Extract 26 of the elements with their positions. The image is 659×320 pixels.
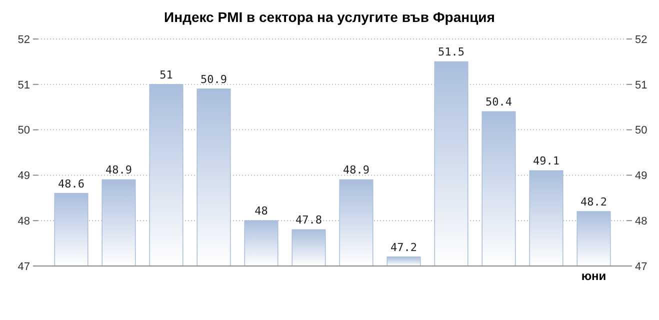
y2-tick-label: 52 <box>635 34 648 46</box>
data-label: 48.9 <box>343 164 370 177</box>
chart-title: Индекс PMI в сектора на услугите във Франция <box>164 9 495 25</box>
data-label: 48.2 <box>580 196 607 209</box>
y-tick-label: 51 <box>18 79 30 92</box>
y-tick-label: 47 <box>18 260 30 273</box>
y2-tick-label: 48 <box>635 215 648 228</box>
data-label: 49.1 <box>533 154 560 168</box>
y-tick-label: 52 <box>18 34 30 46</box>
data-label: 48.6 <box>58 177 84 190</box>
y-tick-label: 48 <box>18 215 30 228</box>
data-label: 51.5 <box>438 46 464 59</box>
y-tick-label: 49 <box>18 170 30 182</box>
data-label: 48.9 <box>106 164 132 177</box>
data-label: 48 <box>254 204 268 218</box>
y2-tick-label: 51 <box>635 79 648 92</box>
data-label: 50.9 <box>200 72 227 86</box>
x-tick-label: юни <box>581 269 606 283</box>
data-label: 50.4 <box>486 96 512 109</box>
y2-tick-label: 49 <box>635 170 648 182</box>
y2-tick-label: 47 <box>635 260 648 273</box>
y2-tick-label: 50 <box>635 124 648 137</box>
data-label: 47.8 <box>296 214 322 227</box>
data-label: 47.2 <box>390 240 417 254</box>
data-label: 51 <box>160 68 173 82</box>
y-tick-label: 50 <box>18 124 30 137</box>
